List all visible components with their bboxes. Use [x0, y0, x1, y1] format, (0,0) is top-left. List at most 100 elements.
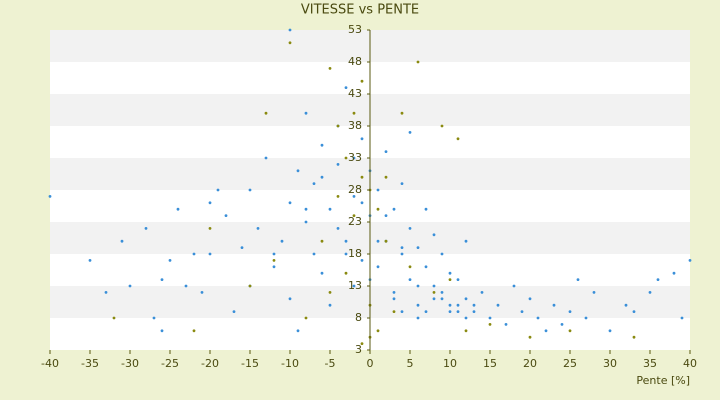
point	[376, 265, 380, 269]
point	[344, 239, 348, 243]
point	[344, 86, 348, 89]
point	[496, 303, 500, 307]
point	[160, 329, 164, 333]
x-tick-label: 40	[683, 357, 697, 370]
point	[312, 252, 316, 256]
point	[424, 310, 428, 313]
x-tick-label: -10	[281, 357, 299, 370]
point	[688, 259, 692, 262]
point	[208, 227, 212, 230]
point	[248, 284, 252, 288]
point	[384, 214, 388, 218]
point	[360, 342, 364, 345]
point	[552, 303, 556, 307]
point	[288, 201, 292, 205]
x-tick-label: 15	[483, 357, 497, 370]
point	[408, 227, 412, 230]
point	[592, 291, 596, 294]
point	[376, 329, 380, 333]
point	[112, 316, 116, 320]
point	[288, 41, 292, 45]
point	[432, 297, 436, 301]
point	[160, 278, 164, 281]
point	[376, 188, 380, 192]
point	[272, 265, 276, 269]
point	[464, 316, 468, 320]
point	[456, 278, 460, 281]
point	[440, 291, 444, 294]
y-tick-label: 48	[348, 55, 362, 68]
point	[448, 310, 452, 313]
y-tick-label: 13	[348, 279, 362, 292]
point	[472, 303, 476, 307]
point	[344, 252, 348, 256]
point	[272, 259, 276, 262]
point	[360, 259, 364, 262]
point	[416, 284, 420, 288]
point	[528, 297, 532, 301]
point	[360, 137, 364, 141]
x-tick-label: -20	[201, 357, 219, 370]
point	[304, 207, 308, 211]
point	[376, 239, 380, 243]
x-tick-label: 35	[643, 357, 657, 370]
x-tick-label: -25	[161, 357, 179, 370]
point	[208, 201, 212, 205]
point	[432, 291, 436, 294]
point	[416, 246, 420, 250]
point	[360, 79, 364, 83]
point	[568, 310, 572, 313]
point	[336, 195, 340, 198]
chart-title: VITESSE vs PENTE	[301, 3, 419, 18]
point	[304, 316, 308, 320]
point	[336, 124, 340, 128]
point	[264, 111, 268, 115]
point	[104, 291, 108, 294]
point	[352, 111, 356, 115]
point	[464, 329, 468, 333]
point	[440, 124, 444, 128]
y-tick-label: 38	[348, 119, 362, 132]
point	[400, 252, 404, 256]
point	[320, 271, 324, 275]
point	[440, 297, 444, 301]
point	[336, 163, 340, 166]
point	[360, 175, 364, 179]
point	[48, 195, 52, 198]
y-tick-label: 23	[348, 215, 362, 228]
point	[656, 278, 660, 281]
point	[400, 310, 404, 313]
point	[280, 239, 284, 243]
x-tick-label: 25	[563, 357, 577, 370]
point	[192, 252, 196, 256]
point	[352, 195, 356, 198]
point	[448, 303, 452, 307]
point	[416, 60, 420, 64]
point	[392, 297, 396, 301]
point	[456, 137, 460, 141]
point	[120, 239, 124, 243]
x-axis-label: Pente [%]	[636, 374, 690, 387]
point	[408, 278, 412, 281]
point	[392, 310, 396, 313]
point	[528, 335, 532, 339]
point	[344, 156, 348, 160]
point	[576, 278, 580, 281]
point	[432, 233, 436, 237]
point	[328, 207, 332, 211]
point	[432, 284, 436, 288]
point	[248, 188, 252, 192]
point	[464, 297, 468, 301]
point	[520, 310, 524, 313]
point	[384, 239, 388, 243]
point	[320, 175, 324, 179]
point	[392, 291, 396, 294]
x-tick-label: 0	[367, 357, 374, 370]
point	[408, 265, 412, 269]
point	[456, 310, 460, 313]
x-tick-label: 10	[443, 357, 457, 370]
y-tick-label: 8	[355, 311, 362, 324]
point	[128, 284, 132, 288]
y-tick-label: 3	[355, 343, 362, 356]
